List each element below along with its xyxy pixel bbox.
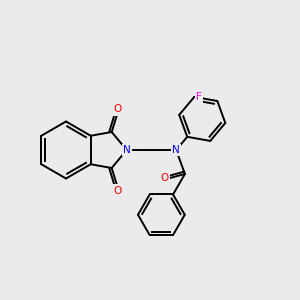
Text: O: O — [114, 104, 122, 115]
Text: F: F — [196, 92, 202, 102]
Text: N: N — [172, 145, 180, 155]
Text: O: O — [114, 185, 122, 196]
Text: N: N — [123, 145, 130, 155]
Text: O: O — [161, 173, 169, 184]
